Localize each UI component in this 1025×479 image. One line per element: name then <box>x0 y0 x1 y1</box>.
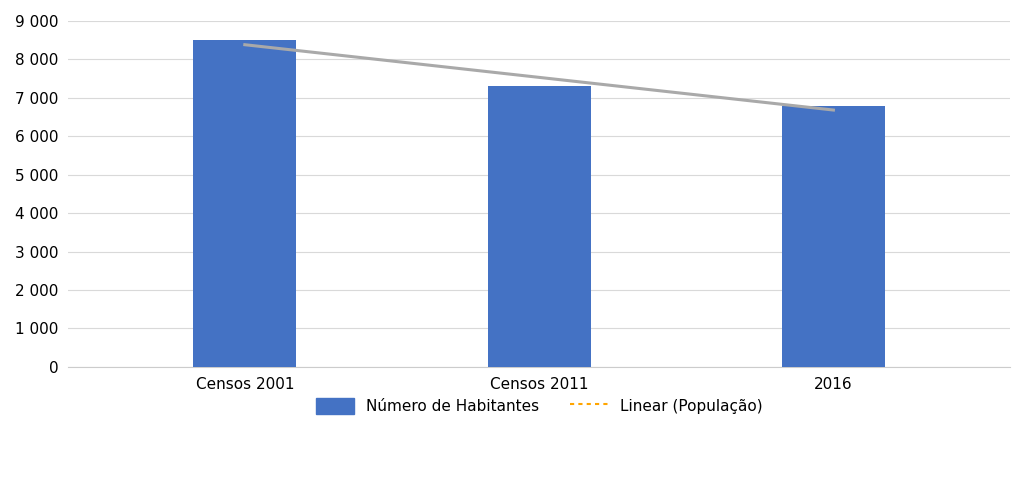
Bar <box>488 86 590 367</box>
Bar <box>194 40 296 367</box>
Bar <box>782 105 885 367</box>
Legend: Número de Habitantes, Linear (População): Número de Habitantes, Linear (População) <box>308 390 771 422</box>
